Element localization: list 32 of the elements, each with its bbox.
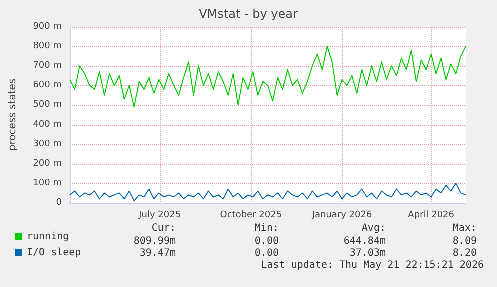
y-tick-label: 800 m xyxy=(33,42,62,52)
y-tick-label: 400 m xyxy=(33,120,62,130)
text: 0.00 xyxy=(254,248,279,259)
text: 0.00 xyxy=(254,236,279,247)
text: Max: xyxy=(452,223,477,234)
text: Cur: xyxy=(152,223,176,234)
y-tick-label: 200 m xyxy=(33,158,62,169)
legend-label: I/O sleep xyxy=(27,248,82,258)
y-tick-label: 600 m xyxy=(33,80,62,91)
text: 8.09 xyxy=(452,236,477,247)
text: 809.99m xyxy=(134,236,176,247)
legend-label: running xyxy=(27,232,70,242)
x-tick-label: January 2026 xyxy=(311,210,372,220)
y-tick-label: 700 m xyxy=(33,61,62,72)
line-series xyxy=(70,46,466,108)
y-tick-label: 0 xyxy=(56,198,62,208)
text: Last update: Thu May 21 22:15:21 2026 xyxy=(261,260,484,271)
x-tick-label: April 2026 xyxy=(408,210,455,220)
chart-title: VMstat - by year xyxy=(199,7,298,21)
text: 39.47m xyxy=(140,248,176,259)
text: Avg: xyxy=(362,223,386,234)
y-tick-label: 900 m xyxy=(33,22,62,32)
y-tick-label: 300 m xyxy=(33,139,62,150)
x-tick-label: October 2025 xyxy=(220,210,282,220)
text: 37.03m xyxy=(350,248,386,259)
y-tick-label: 500 m xyxy=(33,100,62,110)
x-tick-label: July 2025 xyxy=(138,210,182,220)
y-tick-label: 100 m xyxy=(33,178,62,188)
text: 644.84m xyxy=(344,236,386,247)
y-axis-title: process states xyxy=(8,78,18,152)
text: 8.20 xyxy=(452,248,477,259)
text: Min: xyxy=(254,223,279,234)
